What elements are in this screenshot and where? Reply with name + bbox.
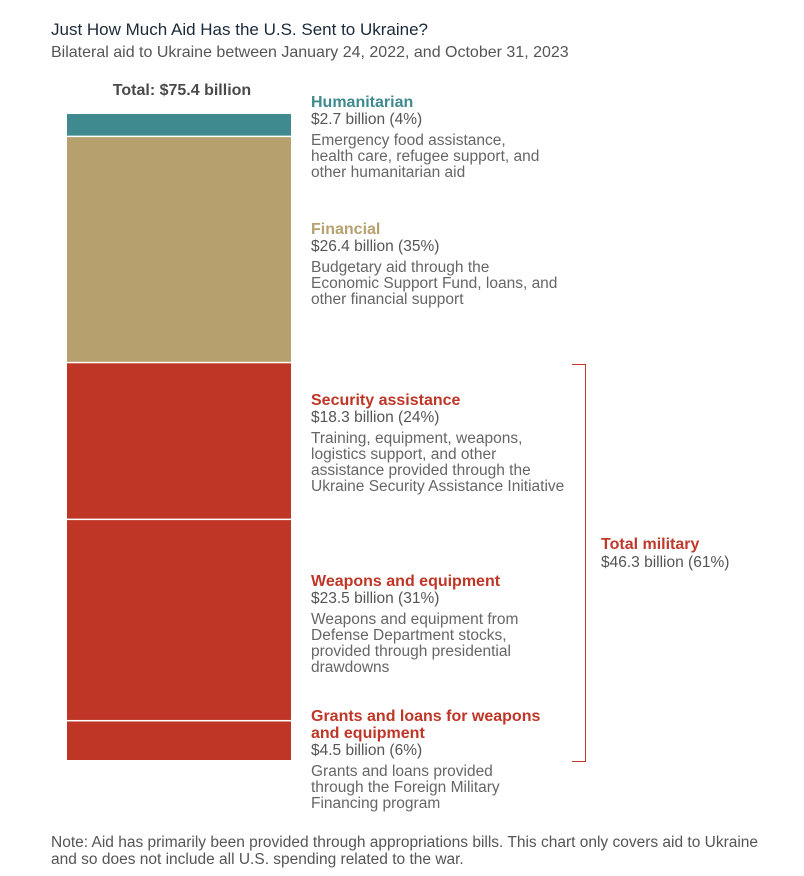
segment-label-security-assistance: Security assistance $18.3 billion (24%) … (311, 392, 581, 495)
segment-name: Security assistance (311, 392, 461, 409)
segment-label-financial: Financial $26.4 billion (35%) Budgetary … (311, 221, 581, 308)
segment-name: Financial (311, 221, 381, 238)
segment-label-grants-loans: Grants and loans for weapons and equipme… (311, 708, 581, 812)
segment-name: Weapons and equipment (311, 573, 501, 590)
segment-amount: $26.4 billion (35%) (311, 238, 440, 255)
segment-amount: $18.3 billion (24%) (311, 409, 440, 426)
bar-segment-financial (67, 137, 291, 362)
group-amount: $46.3 billion (61%) (601, 554, 730, 571)
military-bracket (572, 364, 586, 762)
total-military-label: Total military $46.3 billion (61%) (601, 536, 729, 572)
segment-label-humanitarian: Humanitarian $2.7 billion (4%) Emergency… (311, 94, 581, 181)
bar-segment-grants-and-loans-for-weapons-and-equipment (67, 721, 291, 760)
group-name: Total military (601, 536, 700, 553)
segment-desc: Emergency food assistance, health care, … (311, 132, 540, 181)
segment-amount: $23.5 billion (31%) (311, 590, 440, 607)
segment-desc: Grants and loans provided through the Fo… (311, 763, 500, 812)
bar-segment-humanitarian (67, 114, 291, 136)
total-label: Total: $75.4 billion (112, 82, 252, 99)
chart-title: Just How Much Aid Has the U.S. Sent to U… (51, 20, 429, 39)
segment-desc: Budgetary aid through the Economic Suppo… (311, 259, 558, 308)
segment-name: Humanitarian (311, 94, 414, 111)
segment-label-weapons-equipment: Weapons and equipment $23.5 billion (31%… (311, 573, 581, 676)
segment-amount: $2.7 billion (4%) (311, 111, 423, 128)
segment-amount: $4.5 billion (6%) (311, 742, 423, 759)
footnote: Note: Aid has primarily been provided th… (51, 834, 759, 868)
segment-desc: Weapons and equipment from Defense Depar… (311, 611, 519, 676)
segment-desc: Training, equipment, weapons, logistics … (311, 430, 565, 495)
bar-segment-security-assistance (67, 363, 291, 519)
segment-name: Grants and loans for weapons and equipme… (311, 708, 541, 742)
chart-subtitle: Bilateral aid to Ukraine between January… (51, 44, 569, 61)
bar-segment-weapons-and-equipment (67, 520, 291, 720)
